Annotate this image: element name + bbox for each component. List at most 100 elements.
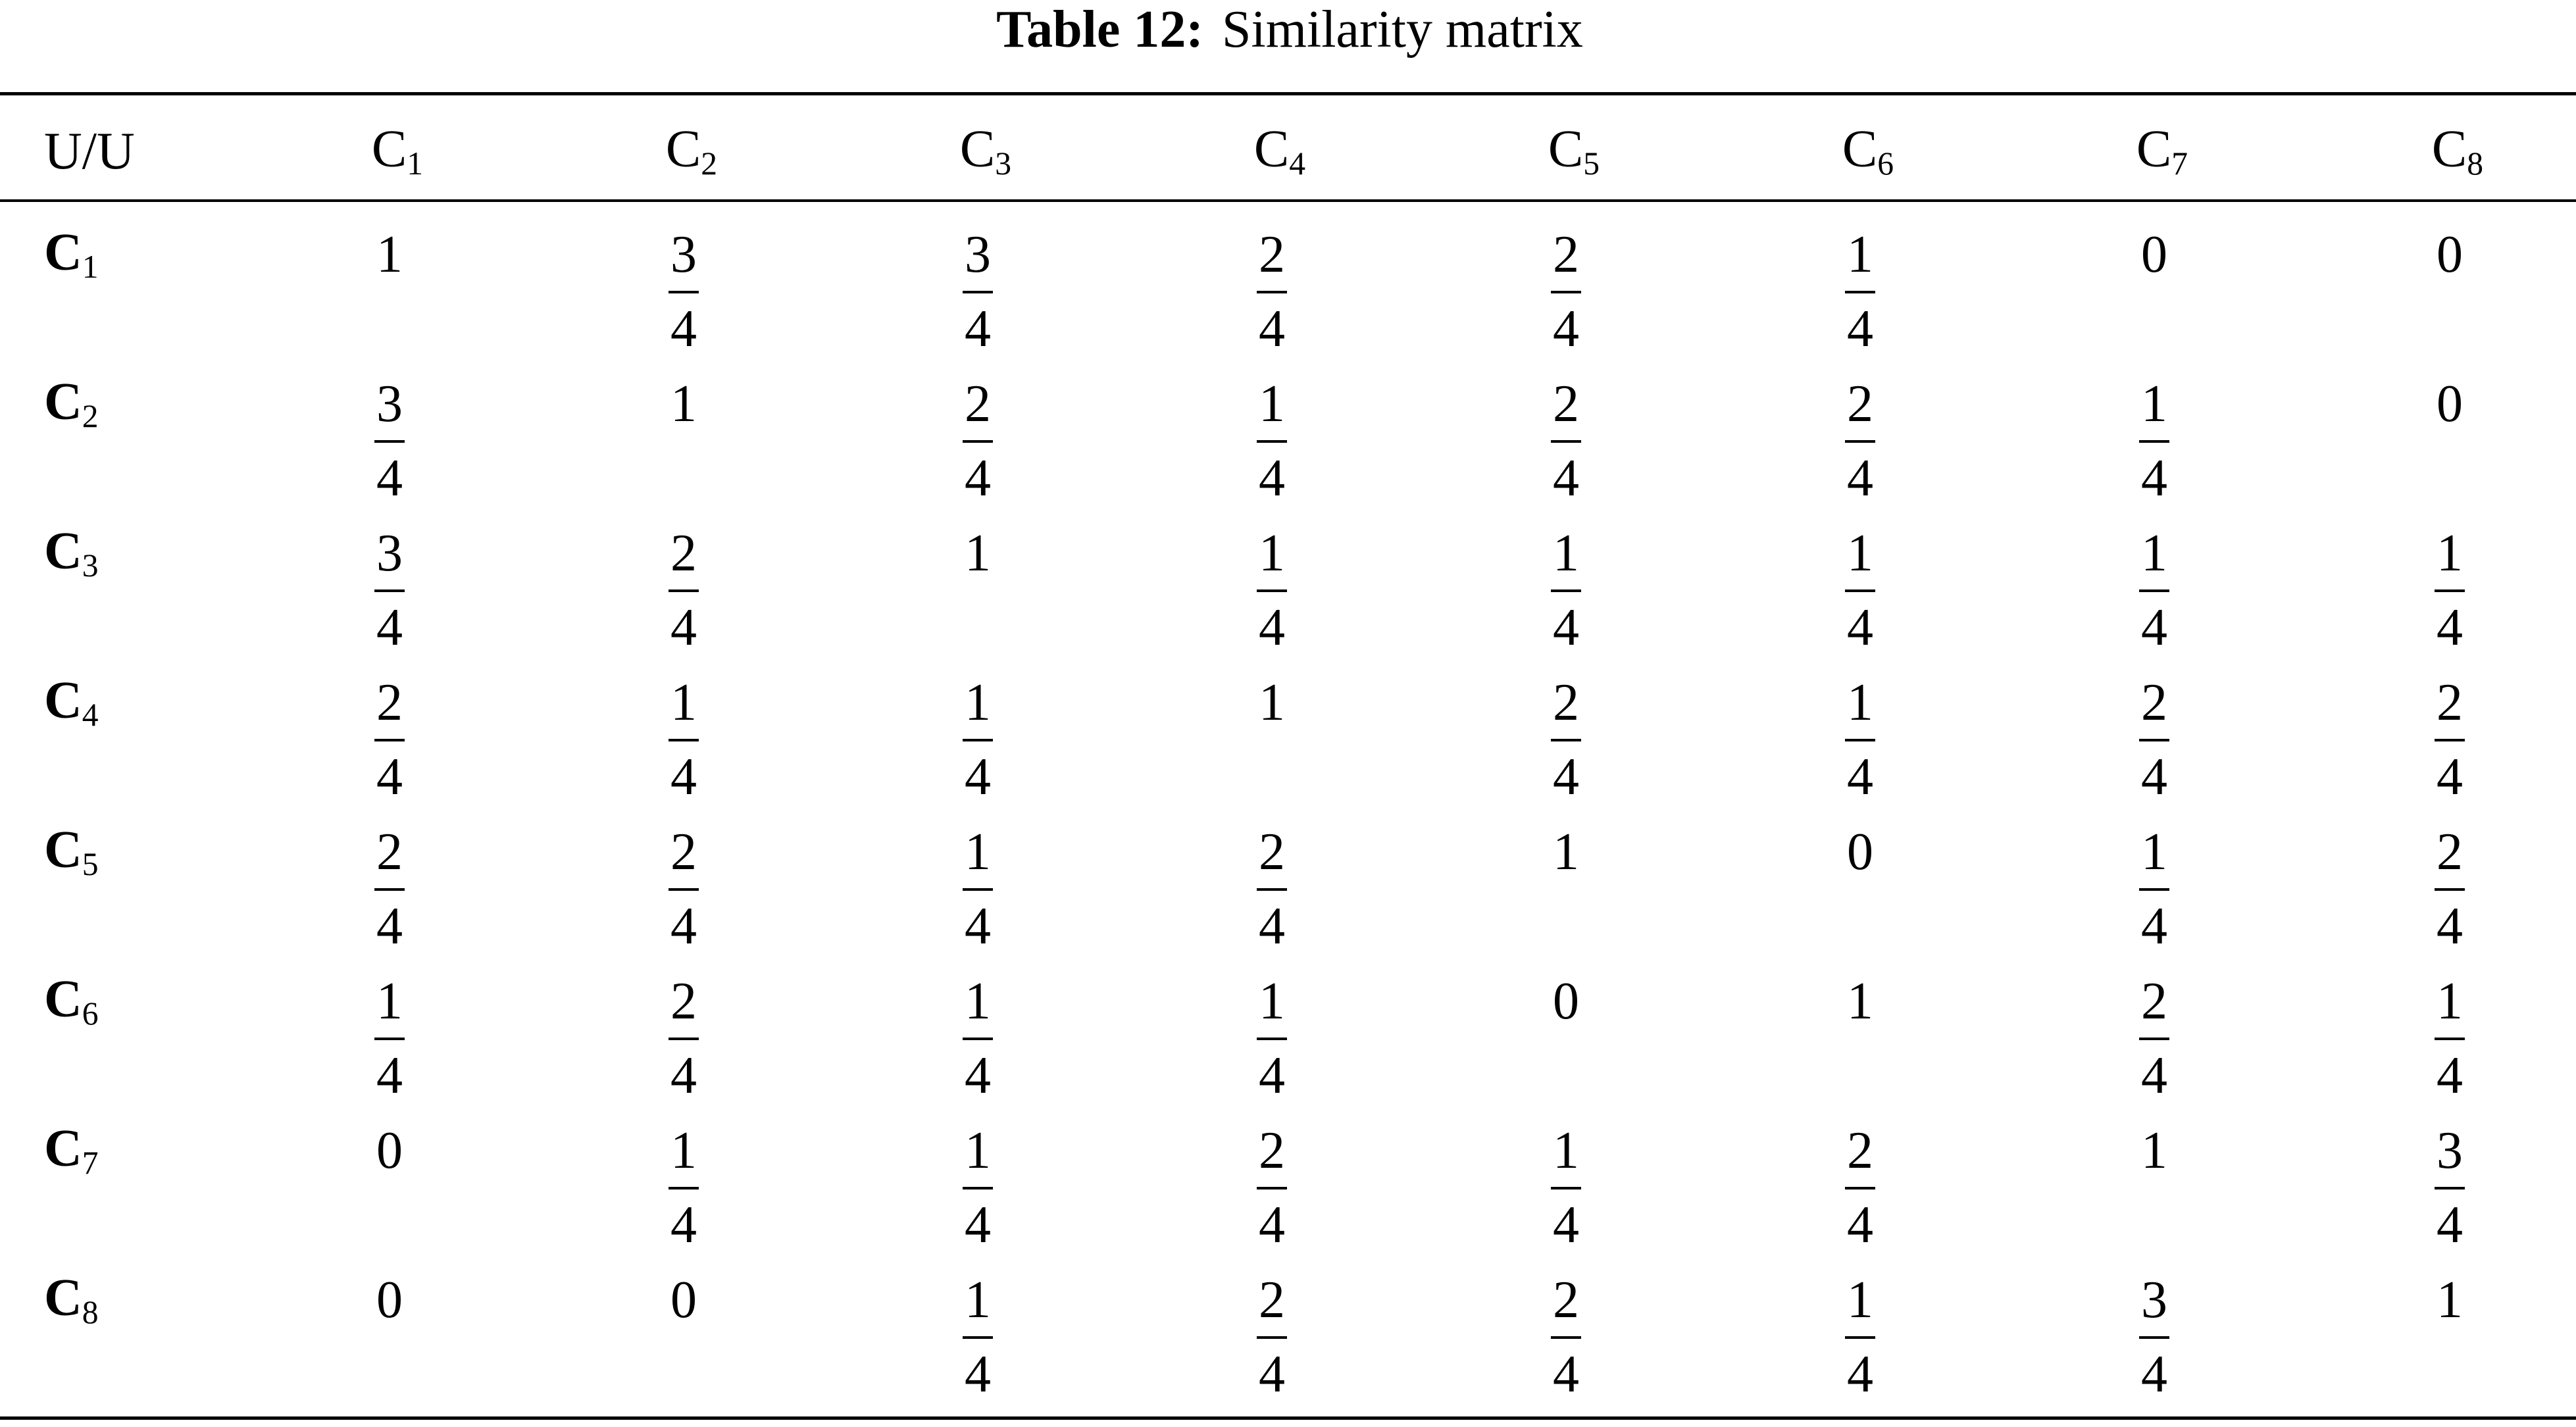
numerator: 1 bbox=[670, 674, 697, 732]
column-header: C6 bbox=[1842, 123, 1894, 180]
denominator: 4 bbox=[965, 1047, 991, 1105]
fraction-bar bbox=[1551, 440, 1581, 443]
denominator: 4 bbox=[376, 748, 403, 806]
symbol: C bbox=[959, 120, 996, 178]
fraction-bar bbox=[1257, 440, 1287, 443]
numerator: 1 bbox=[2141, 524, 2167, 582]
denominator: 4 bbox=[1553, 1196, 1579, 1254]
denominator: 4 bbox=[1847, 748, 1873, 806]
numerator: 2 bbox=[1553, 674, 1579, 732]
subscript: 4 bbox=[1289, 145, 1306, 182]
numerator: 1 bbox=[965, 1122, 991, 1180]
denominator: 4 bbox=[670, 897, 697, 955]
symbol: C bbox=[2431, 120, 2467, 178]
denominator: 4 bbox=[965, 449, 991, 507]
top-rule bbox=[0, 92, 2576, 95]
denominator: 4 bbox=[2141, 1047, 2167, 1105]
numerator: 1 bbox=[2437, 972, 2463, 1030]
symbol: C bbox=[44, 522, 82, 580]
numerator: 1 bbox=[1553, 524, 1579, 582]
column-header: C2 bbox=[666, 123, 717, 180]
denominator: 4 bbox=[1847, 599, 1873, 657]
fraction-bar bbox=[2139, 589, 2169, 592]
fraction-bar bbox=[1551, 1187, 1581, 1189]
subscript: 3 bbox=[995, 145, 1012, 182]
fraction-bar bbox=[1257, 1038, 1287, 1040]
row-header: C1 bbox=[44, 226, 99, 284]
denominator: 4 bbox=[1847, 1345, 1873, 1403]
fraction-bar bbox=[1845, 739, 1875, 741]
subscript: 8 bbox=[82, 1293, 99, 1330]
caption-label: Table 12: bbox=[996, 1, 1204, 59]
subscript: 3 bbox=[82, 547, 99, 584]
cell: 1 bbox=[965, 524, 991, 582]
denominator: 4 bbox=[670, 1047, 697, 1105]
column-header: C3 bbox=[960, 123, 1011, 180]
fraction-bar bbox=[374, 589, 405, 592]
denominator: 4 bbox=[2437, 748, 2463, 806]
numerator: 2 bbox=[376, 823, 403, 881]
subscript: 8 bbox=[2467, 145, 2484, 182]
fraction-bar bbox=[963, 291, 993, 293]
numerator: 3 bbox=[965, 226, 991, 284]
cell: 0 bbox=[2141, 226, 2167, 284]
subscript: 5 bbox=[82, 845, 99, 882]
denominator: 4 bbox=[670, 1196, 697, 1254]
cell: 0 bbox=[1847, 823, 1873, 881]
denominator: 4 bbox=[1259, 599, 1285, 657]
denominator: 4 bbox=[2437, 1047, 2463, 1105]
fraction-bar bbox=[2435, 1038, 2465, 1040]
numerator: 3 bbox=[376, 524, 403, 582]
cell: 1 bbox=[2141, 1122, 2167, 1180]
cell: 1 bbox=[2437, 1271, 2463, 1329]
fraction-bar bbox=[1845, 1187, 1875, 1189]
denominator: 4 bbox=[2437, 897, 2463, 955]
denominator: 4 bbox=[670, 300, 697, 358]
denominator: 4 bbox=[2437, 1196, 2463, 1254]
denominator: 4 bbox=[965, 897, 991, 955]
symbol: C bbox=[665, 120, 701, 178]
fraction-bar bbox=[2435, 888, 2465, 891]
fraction-bar bbox=[2435, 589, 2465, 592]
denominator: 4 bbox=[1259, 1047, 1285, 1105]
fraction-bar bbox=[1551, 589, 1581, 592]
denominator: 4 bbox=[1259, 449, 1285, 507]
fraction-bar bbox=[1845, 1336, 1875, 1339]
denominator: 4 bbox=[1553, 1345, 1579, 1403]
symbol: C bbox=[44, 372, 82, 431]
numerator: 2 bbox=[2141, 674, 2167, 732]
denominator: 4 bbox=[1259, 1196, 1285, 1254]
fraction-bar bbox=[1257, 1187, 1287, 1189]
cell: 0 bbox=[2437, 226, 2463, 284]
numerator: 1 bbox=[965, 674, 991, 732]
denominator: 4 bbox=[2141, 449, 2167, 507]
symbol: C bbox=[44, 223, 82, 282]
denominator: 4 bbox=[965, 300, 991, 358]
denominator: 4 bbox=[965, 1345, 991, 1403]
row-header: C4 bbox=[44, 674, 99, 732]
numerator: 1 bbox=[965, 1271, 991, 1329]
denominator: 4 bbox=[1847, 449, 1873, 507]
numerator: 2 bbox=[670, 524, 697, 582]
numerator: 1 bbox=[1847, 1271, 1873, 1329]
fraction-bar bbox=[2139, 888, 2169, 891]
numerator: 2 bbox=[1259, 1122, 1285, 1180]
symbol: C bbox=[44, 1119, 82, 1178]
numerator: 1 bbox=[670, 1122, 697, 1180]
denominator: 4 bbox=[2141, 599, 2167, 657]
cell: 1 bbox=[1259, 674, 1285, 732]
fraction-bar bbox=[1551, 739, 1581, 741]
denominator: 4 bbox=[1259, 1345, 1285, 1403]
symbol: C bbox=[44, 970, 82, 1028]
cell: 0 bbox=[2437, 375, 2463, 433]
fraction-bar bbox=[1257, 291, 1287, 293]
numerator: 2 bbox=[2437, 823, 2463, 881]
fraction-bar bbox=[963, 1336, 993, 1339]
numerator: 2 bbox=[1259, 823, 1285, 881]
numerator: 1 bbox=[1259, 972, 1285, 1030]
fraction-bar bbox=[1551, 291, 1581, 293]
numerator: 2 bbox=[1553, 226, 1579, 284]
numerator: 1 bbox=[965, 972, 991, 1030]
subscript: 7 bbox=[82, 1144, 99, 1181]
denominator: 4 bbox=[965, 1196, 991, 1254]
